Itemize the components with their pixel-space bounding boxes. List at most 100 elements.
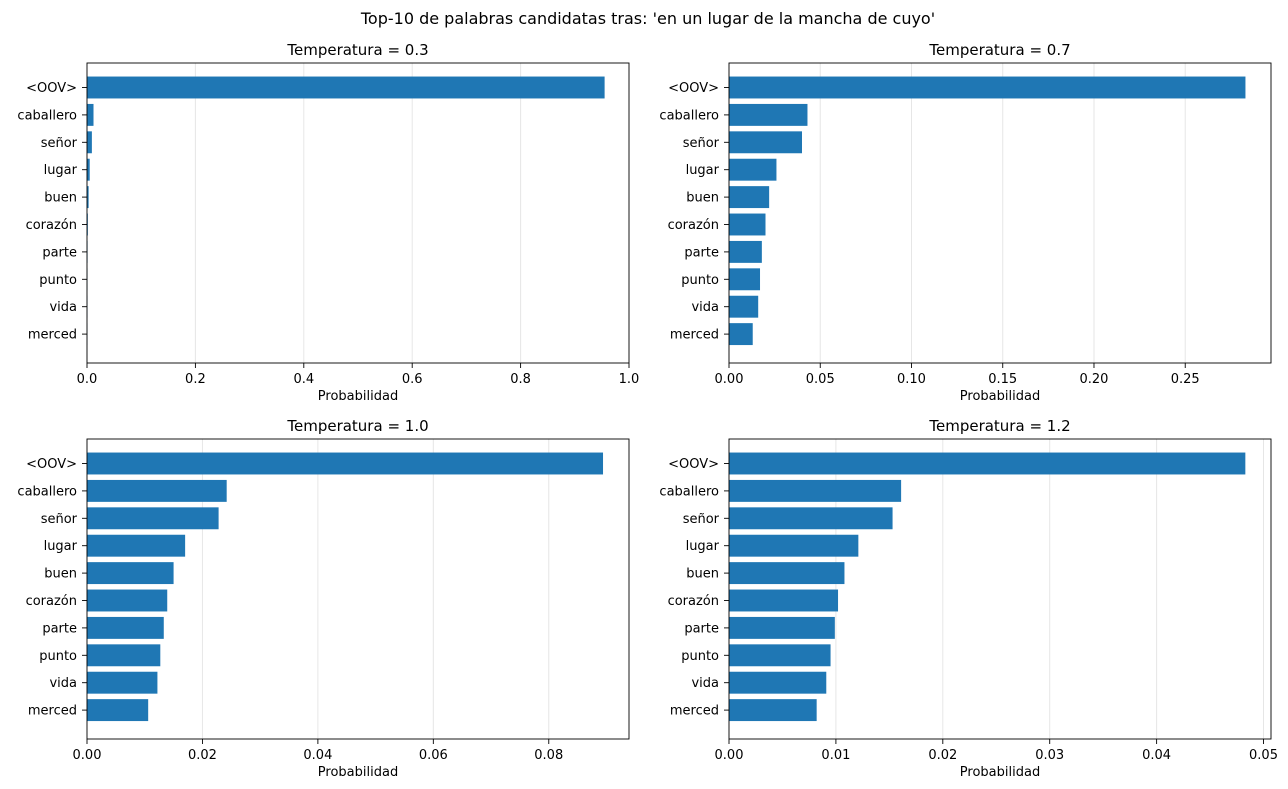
y-tick-label: punto [39,273,77,288]
y-tick-label: <OOV> [668,457,719,472]
axes-frame [86,438,630,740]
bar-7 [729,644,831,667]
subplot-title: Temperatura = 1.2 [928,417,1070,435]
bar-2 [729,131,802,154]
bar-7 [729,268,761,291]
bar-3 [87,534,186,557]
bar-0 [87,452,604,475]
y-tick-label: parte [42,245,77,260]
x-tick-label: 0.02 [188,748,217,763]
y-tick-label: corazón [668,218,719,233]
subplot-2: 0.00 0.05 0.10 0.15 0.20 0.25 <OOV> caballero se… [659,41,1272,404]
y-tick-label: vida [691,676,719,691]
y-tick-label: señor [41,512,78,527]
bar-0 [729,452,1246,475]
subplot-title: Temperatura = 1.0 [286,417,428,435]
subplot-title: Temperatura = 0.3 [286,41,428,59]
x-axis-label: Probabilidad [960,389,1040,404]
bar-9 [729,323,753,346]
bar-3 [729,534,859,557]
y-tick-label: lugar [686,539,720,554]
bar-6 [87,616,164,639]
bar-6 [729,240,762,263]
y-tick-label: <OOV> [668,81,719,96]
axes-frame [728,62,1272,364]
x-tick-label: 1.0 [619,372,640,387]
bar-0 [729,76,1246,99]
x-tick-label: 0.8 [510,372,531,387]
y-tick-label: merced [670,328,719,343]
bar-9 [729,699,817,722]
y-tick-label: buen [44,567,77,582]
x-axis-label: Probabilidad [318,765,398,780]
x-tick-label: 0.15 [988,372,1017,387]
figure-suptitle: Top-10 de palabras candidatas tras: 'en … [360,9,935,28]
y-tick-label: vida [691,300,719,315]
y-tick-label: corazón [26,594,77,609]
x-tick-label: 0.03 [1035,748,1064,763]
bar-1 [729,479,902,502]
bar-5 [729,589,839,612]
bar-8 [87,671,158,694]
y-tick-label: lugar [44,163,78,178]
y-tick-label: caballero [17,484,77,499]
x-tick-label: 0.01 [821,748,850,763]
x-tick-label: 0.05 [806,372,835,387]
y-tick-label: merced [28,328,77,343]
y-tick-label: <OOV> [26,81,77,96]
y-tick-label: corazón [668,594,719,609]
y-tick-label: parte [684,245,719,260]
bar-2 [87,131,92,154]
y-tick-label: vida [49,300,77,315]
x-tick-label: 0.4 [293,372,314,387]
axes-frame [86,62,630,364]
x-tick-label: 0.04 [303,748,332,763]
x-axis-label: Probabilidad [960,765,1040,780]
bar-8 [729,671,827,694]
y-tick-label: señor [683,512,720,527]
bar-5 [87,589,168,612]
x-tick-label: 0.02 [928,748,957,763]
x-tick-label: 0.00 [715,748,744,763]
bar-6 [729,616,835,639]
y-tick-label: vida [49,676,77,691]
axes-frame [728,438,1272,740]
bar-9 [87,699,149,722]
x-tick-label: 0.08 [534,748,563,763]
x-axis-label: Probabilidad [318,389,398,404]
x-tick-label: 0.0 [77,372,98,387]
y-tick-label: caballero [659,108,719,123]
subplot-grid: 0.0 0.2 0.4 0.6 0.8 1.0 <OOV> caballero señor lug… [17,41,1278,780]
y-tick-label: corazón [26,218,77,233]
x-tick-label: 0.6 [402,372,423,387]
y-tick-label: lugar [686,163,720,178]
x-tick-label: 0.2 [185,372,206,387]
y-tick-label: punto [39,649,77,664]
bar-1 [87,479,227,502]
x-tick-label: 0.10 [897,372,926,387]
bar-7 [87,644,161,667]
y-tick-label: merced [28,704,77,719]
bar-2 [87,507,219,530]
y-tick-label: señor [41,136,78,151]
y-tick-label: punto [681,649,719,664]
x-tick-label: 0.04 [1142,748,1171,763]
bar-3 [87,158,90,181]
x-tick-label: 0.25 [1171,372,1200,387]
y-tick-label: buen [686,191,719,206]
y-tick-label: punto [681,273,719,288]
x-tick-label: 0.05 [1249,748,1278,763]
y-tick-label: parte [42,621,77,636]
y-tick-label: <OOV> [26,457,77,472]
subplot-1: 0.0 0.2 0.4 0.6 0.8 1.0 <OOV> caballero señor lug… [17,41,639,404]
y-tick-label: caballero [17,108,77,123]
bar-4 [729,186,770,209]
bar-1 [87,103,94,126]
bar-8 [729,295,759,318]
bar-1 [729,103,808,126]
bar-3 [729,158,777,181]
x-tick-label: 0.06 [419,748,448,763]
y-tick-label: parte [684,621,719,636]
